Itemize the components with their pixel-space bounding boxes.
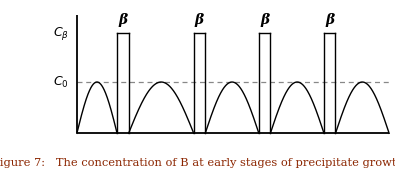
Text: Figure 7:   The concentration of B at early stages of precipitate growth: Figure 7: The concentration of B at earl… (0, 158, 395, 168)
Text: β: β (195, 13, 204, 27)
Text: $C_0$: $C_0$ (53, 74, 69, 90)
Text: β: β (325, 13, 335, 27)
Text: β: β (118, 13, 128, 27)
Text: β: β (260, 13, 269, 27)
Text: $C_\beta$: $C_\beta$ (53, 25, 69, 42)
